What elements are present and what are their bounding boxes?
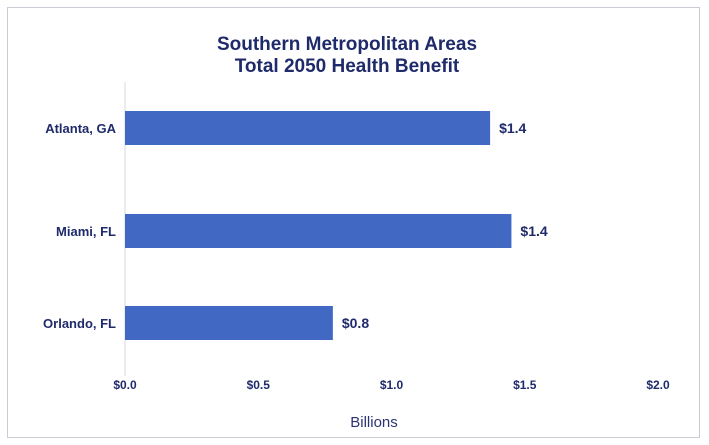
x-axis-tick-labels: $0.0 $0.5 $1.0 $1.5 $2.0 — [113, 378, 670, 392]
data-label-atlanta-ga: $1.4 — [499, 120, 526, 136]
x-tick-label: $1.5 — [513, 378, 537, 392]
bar-chart: Southern Metropolitan Areas Total 2050 H… — [43, 34, 670, 431]
chart-title: Southern Metropolitan Areas Total 2050 H… — [217, 34, 477, 77]
category-label-orlando-fl: Orlando, FL — [43, 316, 116, 331]
bar-miami-fl — [125, 214, 512, 248]
data-labels: $1.4 $1.4 $0.8 — [342, 120, 548, 331]
x-tick-label: $1.0 — [380, 378, 404, 392]
bar-orlando-fl — [125, 306, 333, 340]
bars-group — [125, 111, 512, 340]
x-tick-label: $0.5 — [247, 378, 271, 392]
data-label-miami-fl: $1.4 — [520, 223, 547, 239]
chart-title-line-2: Total 2050 Health Benefit — [235, 56, 460, 77]
category-label-atlanta-ga: Atlanta, GA — [45, 121, 116, 136]
bar-atlanta-ga — [125, 111, 491, 145]
chart-frame: Southern Metropolitan Areas Total 2050 H… — [7, 7, 700, 438]
data-label-orlando-fl: $0.8 — [342, 315, 369, 331]
category-label-miami-fl: Miami, FL — [56, 224, 116, 239]
x-tick-label: $0.0 — [113, 378, 137, 392]
chart-title-line-1: Southern Metropolitan Areas — [217, 34, 477, 55]
category-labels: Atlanta, GA Miami, FL Orlando, FL — [43, 121, 117, 331]
x-tick-label: $2.0 — [646, 378, 670, 392]
x-axis-title: Billions — [350, 414, 398, 431]
